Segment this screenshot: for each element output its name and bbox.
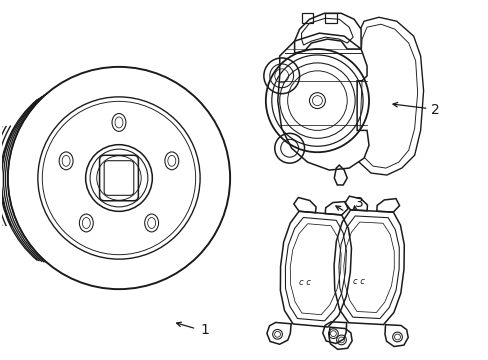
Polygon shape: [277, 33, 368, 170]
Text: 3: 3: [354, 196, 363, 210]
Bar: [301, 13, 313, 23]
Polygon shape: [333, 210, 404, 325]
Polygon shape: [294, 13, 360, 53]
Text: 2: 2: [429, 103, 438, 117]
Bar: [325, 13, 337, 23]
Text: c c: c c: [298, 279, 310, 288]
Circle shape: [288, 72, 346, 129]
Circle shape: [10, 69, 228, 287]
Text: c c: c c: [352, 277, 364, 286]
Polygon shape: [280, 211, 351, 327]
Text: 1: 1: [200, 323, 209, 337]
